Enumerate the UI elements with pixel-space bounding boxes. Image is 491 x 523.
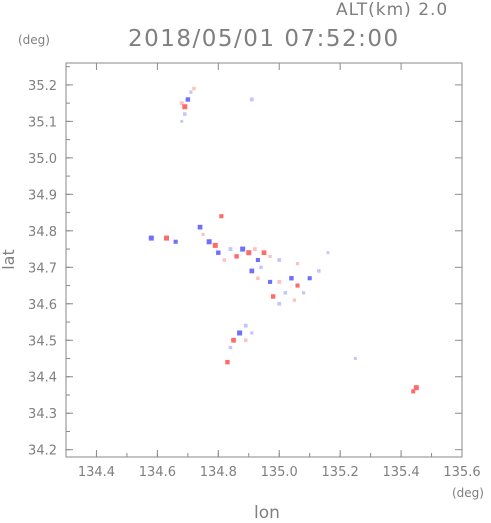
echo-point (185, 97, 191, 102)
echo-point (222, 258, 227, 262)
echo-point (216, 250, 221, 255)
y-tick-label: 34.6 (28, 298, 57, 313)
x-axis-title: lon (254, 503, 280, 523)
echo-point (302, 291, 306, 295)
plot-frame (65, 62, 463, 458)
echo-point (237, 330, 243, 336)
x-tick-label: 134.4 (78, 465, 115, 480)
echo-point (295, 283, 300, 288)
echo-point (201, 232, 205, 237)
echo-point (270, 294, 276, 299)
echo-point (268, 279, 273, 284)
echo-point (225, 359, 230, 365)
echo-point (411, 389, 416, 394)
echo-point (317, 269, 321, 273)
echo-point (228, 345, 233, 350)
echo-point (179, 101, 184, 106)
altitude-label: ALT(km) 2.0 (336, 0, 449, 20)
echo-point (197, 224, 203, 230)
y-tick-label: 34.8 (28, 225, 57, 240)
echo-point (206, 239, 212, 245)
x-tick-label: 134.8 (200, 465, 237, 480)
echo-point (231, 337, 236, 343)
y-tick-label: 34.2 (28, 444, 57, 459)
echo-point (277, 301, 282, 306)
echo-point (189, 90, 193, 94)
echo-point (255, 257, 260, 263)
echo-point (295, 262, 300, 266)
echo-point (259, 265, 263, 270)
datetime-title: 2018/05/01 07:52:00 (128, 26, 400, 52)
echo-point (219, 214, 224, 219)
echo-point (326, 251, 330, 255)
x-tick-label: 135.2 (322, 465, 359, 480)
echo-point (292, 298, 297, 302)
x-tick-label: 135.4 (382, 465, 419, 480)
x-tick-label: 135.0 (261, 465, 298, 480)
y-tick-label: 34.4 (28, 371, 57, 386)
echo-point (240, 246, 246, 252)
echo-point (256, 276, 260, 280)
echo-point (353, 357, 357, 360)
x-tick-label: 135.6 (443, 465, 480, 480)
echo-point (164, 235, 170, 241)
echo-point (277, 279, 282, 284)
echo-point (243, 338, 248, 343)
echo-point (182, 104, 188, 110)
y-tick-label: 35.2 (28, 79, 57, 94)
echo-point (413, 385, 419, 391)
y-tick-label: 35.0 (28, 152, 57, 167)
y-tick-label: 35.1 (28, 115, 57, 130)
echo-point (277, 258, 282, 262)
echo-point (234, 254, 239, 259)
echo-point (283, 291, 288, 295)
echo-point (243, 323, 248, 328)
echo-point (307, 276, 312, 281)
echo-point (192, 86, 196, 91)
echo-point (212, 242, 218, 248)
x-tick-label: 134.6 (139, 465, 176, 480)
echo-point (228, 247, 233, 251)
echo-point (289, 276, 294, 281)
echo-point (173, 239, 178, 244)
echo-point (261, 250, 267, 256)
echo-point (148, 235, 154, 241)
y-tick-label: 34.3 (28, 407, 57, 422)
x-axis-unit: (deg) (452, 486, 484, 500)
y-tick-label: 34.9 (28, 188, 57, 203)
y-axis-unit: (deg) (18, 33, 50, 47)
echo-point (249, 97, 254, 102)
echo-point (250, 331, 254, 335)
echo-point (268, 254, 272, 258)
echo-point (180, 119, 184, 123)
echo-point (249, 268, 255, 274)
echo-point (183, 112, 187, 116)
echo-point (246, 250, 252, 256)
y-tick-label: 34.5 (28, 334, 57, 349)
y-tick-label: 34.7 (28, 261, 57, 276)
echo-point (252, 247, 257, 251)
